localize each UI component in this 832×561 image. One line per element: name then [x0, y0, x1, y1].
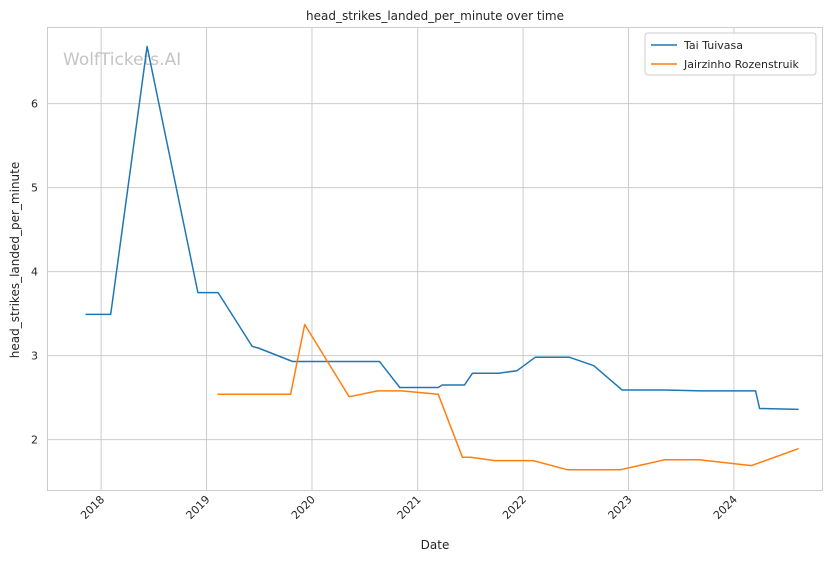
- legend-label-tai-tuivasa: Tai Tuivasa: [683, 39, 743, 52]
- legend-box: [644, 32, 817, 76]
- series-line-tai-tuivasa: [85, 45, 799, 411]
- y-tick-label: 4: [31, 266, 38, 279]
- series-layer: [85, 45, 799, 471]
- x-gridlines: [100, 28, 735, 490]
- y-gridlines: [48, 103, 822, 441]
- y-tick-label: 2: [31, 434, 38, 447]
- watermark: WolfTickets.AI: [63, 50, 181, 70]
- y-axis-label: head_strikes_landed_per_minute: [8, 162, 22, 359]
- x-axis-label: Date: [421, 538, 450, 552]
- chart-title: head_strikes_landed_per_minute over time: [306, 9, 564, 23]
- y-tick-label: 5: [31, 182, 38, 195]
- series-line-jairzinho-rozenstruik: [217, 323, 799, 471]
- plot-frame: [47, 27, 823, 491]
- legend-label-jairzinho-rozenstruik: Jairzinho Rozenstruik: [683, 58, 800, 71]
- legend: Tai Tuivasa Jairzinho Rozenstruik: [644, 32, 817, 76]
- y-tick-labels: 2 3 4 5 6: [31, 98, 38, 447]
- y-tick-label: 6: [31, 98, 38, 111]
- y-tick-label: 3: [31, 350, 38, 363]
